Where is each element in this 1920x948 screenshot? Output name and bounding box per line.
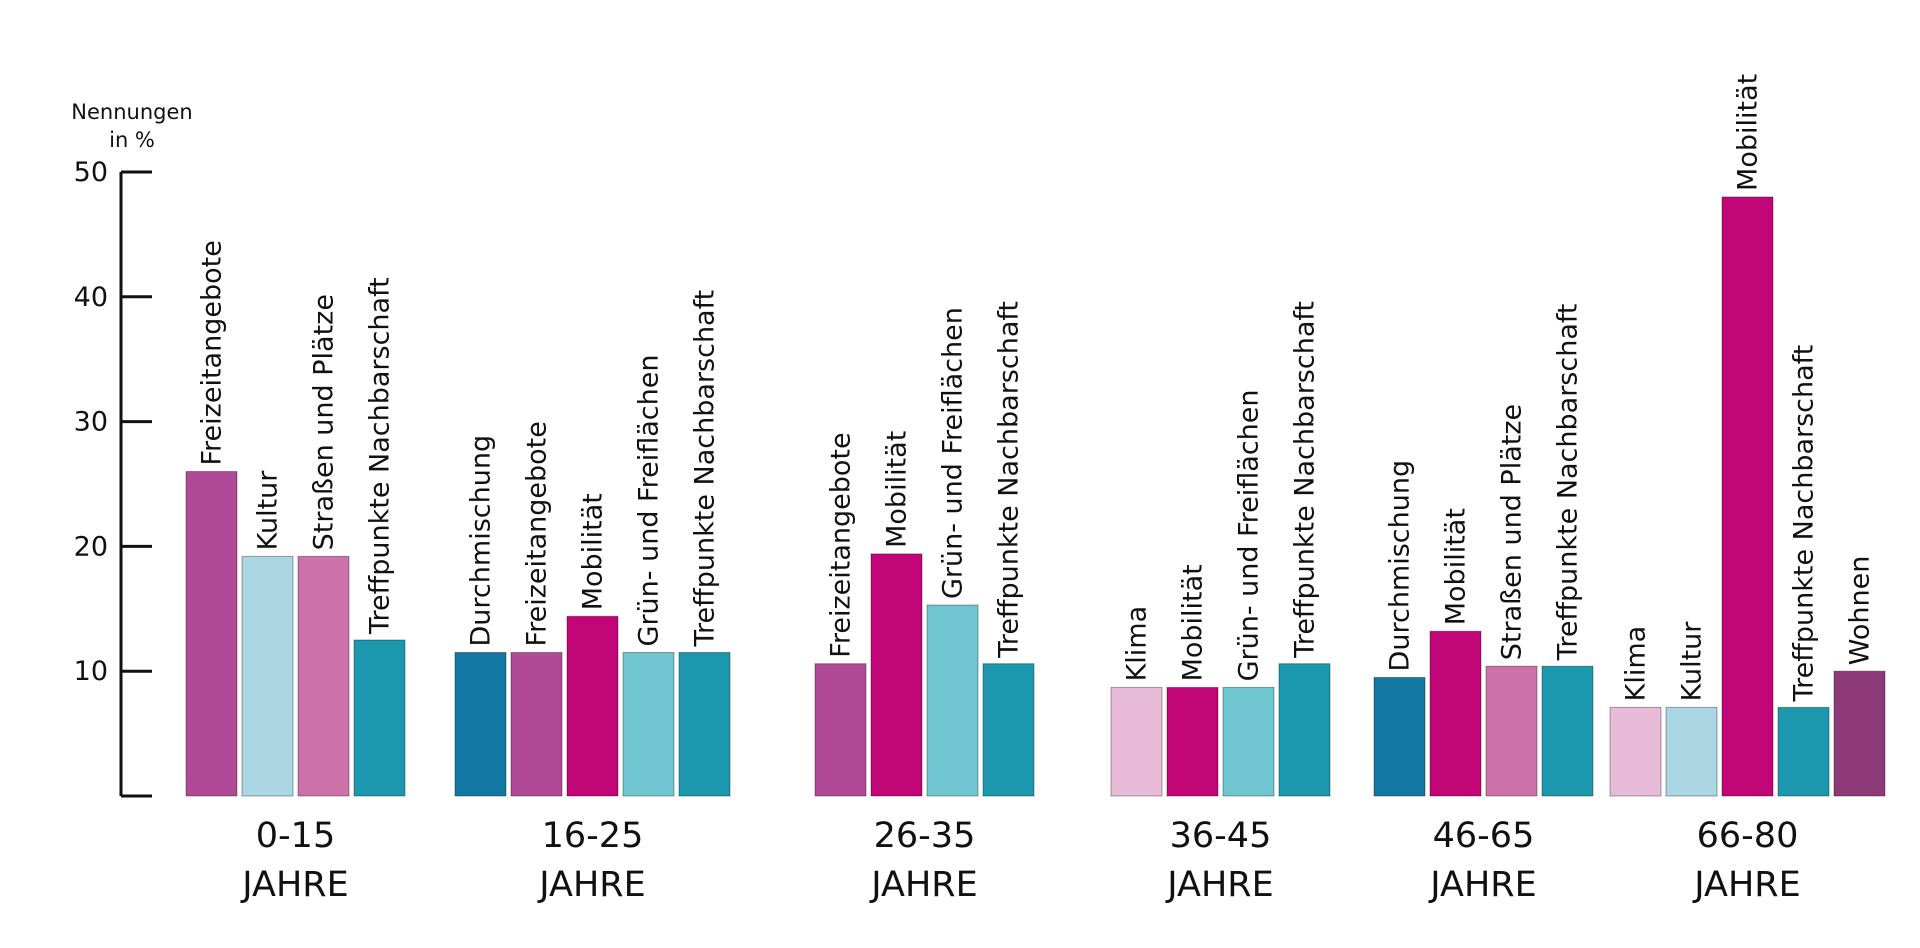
- bar-label: Grün- und Freiflächen: [938, 307, 969, 599]
- bar-label: Grün- und Freiflächen: [634, 355, 665, 647]
- bar-label: Mobilität: [1178, 564, 1209, 681]
- bar: [870, 553, 923, 797]
- bar: [454, 651, 507, 797]
- y-tick-label: 10: [74, 656, 108, 687]
- y-tick-label: 40: [74, 282, 108, 313]
- group-label-unit: JAHRE: [1428, 865, 1536, 905]
- y-axis: 10 20 30 40 50: [74, 157, 152, 798]
- group-label-age: 0-15: [256, 816, 335, 856]
- bar: [1833, 670, 1886, 797]
- group-label-unit: JAHRE: [537, 865, 645, 905]
- bar-label: Durchmischung: [466, 435, 497, 647]
- bar: [1429, 630, 1482, 797]
- group-label-unit: JAHRE: [1692, 865, 1800, 905]
- bar: [353, 639, 406, 797]
- bar: [1665, 706, 1718, 797]
- bar-label: Mobilität: [1733, 74, 1764, 191]
- bar-label: Treffpunkte Nachbarschaft: [365, 277, 396, 635]
- bar: [1222, 686, 1275, 797]
- bar: [510, 651, 563, 797]
- group-label-age: 26-35: [874, 816, 976, 856]
- bar: [1541, 665, 1594, 797]
- bar-label: Straßen und Plätze: [1497, 404, 1528, 660]
- group-label-unit: JAHRE: [240, 865, 348, 905]
- bar: [1609, 706, 1662, 797]
- group-label-age: 66-80: [1697, 816, 1799, 856]
- bar: [926, 604, 979, 797]
- y-axis-title-line1: Nennungen: [71, 100, 193, 124]
- bar-label: Mobilität: [1441, 508, 1472, 625]
- group-label-age: 36-45: [1170, 816, 1272, 856]
- bars: [185, 196, 1886, 797]
- y-axis-title-line2: in %: [109, 128, 155, 152]
- y-tick-label: 50: [74, 157, 108, 188]
- bar-label: Wohnen: [1845, 556, 1876, 666]
- y-axis-title: Nennungen in %: [52, 98, 212, 154]
- bar: [1721, 196, 1774, 797]
- bar: [297, 555, 350, 797]
- bar: [566, 615, 619, 797]
- group-label-unit: JAHRE: [1165, 865, 1273, 905]
- bar-label: Treffpunkte Nachbarschaft: [1553, 304, 1584, 662]
- bar: [1110, 686, 1163, 797]
- group-label-unit: JAHRE: [869, 865, 977, 905]
- bar: [1278, 663, 1331, 797]
- bar-labels: Freizeitangebote Kultur Straßen und Plätze…: [197, 74, 1876, 703]
- bar-label: Mobilität: [882, 431, 913, 548]
- bar: [1166, 686, 1219, 797]
- bar-label: Treffpunkte Nachbarschaft: [994, 301, 1025, 659]
- bar: [1485, 665, 1538, 797]
- bar: [1373, 676, 1426, 797]
- bar-label: Treffpunkte Nachbarschaft: [690, 290, 721, 648]
- bar-label: Mobilität: [578, 493, 609, 610]
- bar: [982, 663, 1035, 797]
- group-labels: 0-15 JAHRE 16-25 JAHRE 26-35 JAHRE 36-45 JAHRE 4…: [240, 816, 1800, 905]
- bar-label: Klima: [1122, 606, 1153, 682]
- bar-label: Kultur: [253, 470, 284, 551]
- y-tick-label: 20: [74, 531, 108, 562]
- bar: [622, 651, 675, 797]
- bar-label: Durchmischung: [1385, 460, 1416, 672]
- bar-label: Klima: [1621, 626, 1652, 702]
- bar: [185, 471, 238, 797]
- group-label-age: 46-65: [1433, 816, 1535, 856]
- bar: [241, 555, 294, 797]
- bar-label: Straßen und Plätze: [309, 294, 340, 550]
- y-tick-label: 30: [74, 407, 108, 438]
- bar-label: Treffpunkte Nachbarschaft: [1789, 345, 1820, 703]
- bar-label: Kultur: [1677, 621, 1708, 702]
- bar-label: Treffpunkte Nachbarschaft: [1290, 301, 1321, 659]
- bar-label: Freizeitangebote: [826, 432, 857, 657]
- bar: [814, 663, 867, 797]
- group-label-age: 16-25: [542, 816, 644, 856]
- bar-label: Freizeitangebote: [197, 240, 228, 465]
- bar-label: Freizeitangebote: [522, 421, 553, 646]
- bar-label: Grün- und Freiflächen: [1234, 389, 1265, 681]
- bar: [1777, 706, 1830, 797]
- bar: [678, 651, 731, 797]
